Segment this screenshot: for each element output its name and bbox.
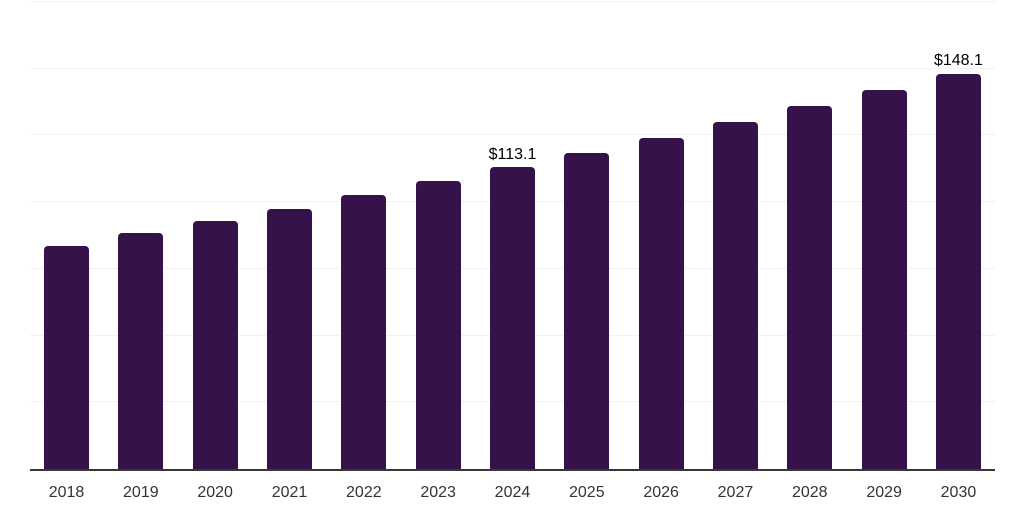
x-tick-label-2025: 2025 — [569, 484, 605, 501]
bar-2022 — [341, 195, 387, 469]
bar-slot-2027 — [712, 2, 758, 469]
bar-slot-2022 — [341, 2, 387, 469]
x-axis: 2018 2019 2020 2021 2022 2023 2024 2025 2026 2027… — [30, 473, 995, 502]
bar-slot-2030: $148.1 — [934, 2, 983, 469]
x-tick-label-2020: 2020 — [197, 484, 233, 501]
x-tick-label-2018: 2018 — [48, 484, 85, 501]
x-tick-label-2028: 2028 — [791, 484, 828, 501]
bar-slot-2029 — [861, 2, 907, 469]
bar-slot-2021 — [266, 2, 312, 469]
bar-2025 — [564, 152, 610, 469]
x-tick-label-2023: 2023 — [420, 484, 456, 501]
bar-2028 — [787, 105, 833, 469]
bar-slot-2023 — [415, 2, 461, 469]
bar-2021 — [266, 208, 312, 469]
bar-value-label-2030: $148.1 — [933, 52, 983, 70]
bar-slot-2028 — [787, 2, 833, 469]
gridline — [30, 67, 995, 69]
x-tick-label-2030: 2030 — [940, 484, 977, 501]
bars-row: $113.1 $148.1 — [30, 2, 995, 469]
gridline — [30, 134, 995, 136]
bar-2027 — [712, 122, 758, 469]
bar-2029 — [861, 90, 907, 469]
gridline — [30, 1, 995, 2]
x-tick-label-2027: 2027 — [717, 484, 754, 501]
bar-2024: $113.1 — [489, 146, 536, 469]
bar-2023 — [415, 181, 461, 469]
x-tick-label-2024: 2024 — [494, 484, 531, 501]
bar-value-label-2024: $113.1 — [488, 145, 537, 163]
bar-slot-2018 — [44, 2, 89, 469]
x-tick-label-2019: 2019 — [123, 484, 159, 501]
x-tick-label-2021: 2021 — [271, 484, 308, 501]
bar-2019 — [118, 233, 164, 469]
bar-slot-2019 — [118, 2, 164, 469]
bar-slot-2025 — [564, 2, 610, 469]
bar-2030: $148.1 — [934, 52, 983, 469]
x-tick-label-2029: 2029 — [866, 484, 902, 501]
bar-slot-2024: $113.1 — [489, 2, 536, 469]
bar-2026 — [638, 137, 684, 469]
x-tick-label-2026: 2026 — [643, 484, 679, 501]
bar-2018 — [44, 245, 89, 469]
bar-2020 — [192, 220, 238, 469]
bar-slot-2020 — [192, 2, 238, 469]
plot-area: $113.1 $148.1 — [30, 1, 995, 471]
bar-slot-2026 — [638, 2, 684, 469]
x-tick-label-2022: 2022 — [346, 484, 382, 501]
